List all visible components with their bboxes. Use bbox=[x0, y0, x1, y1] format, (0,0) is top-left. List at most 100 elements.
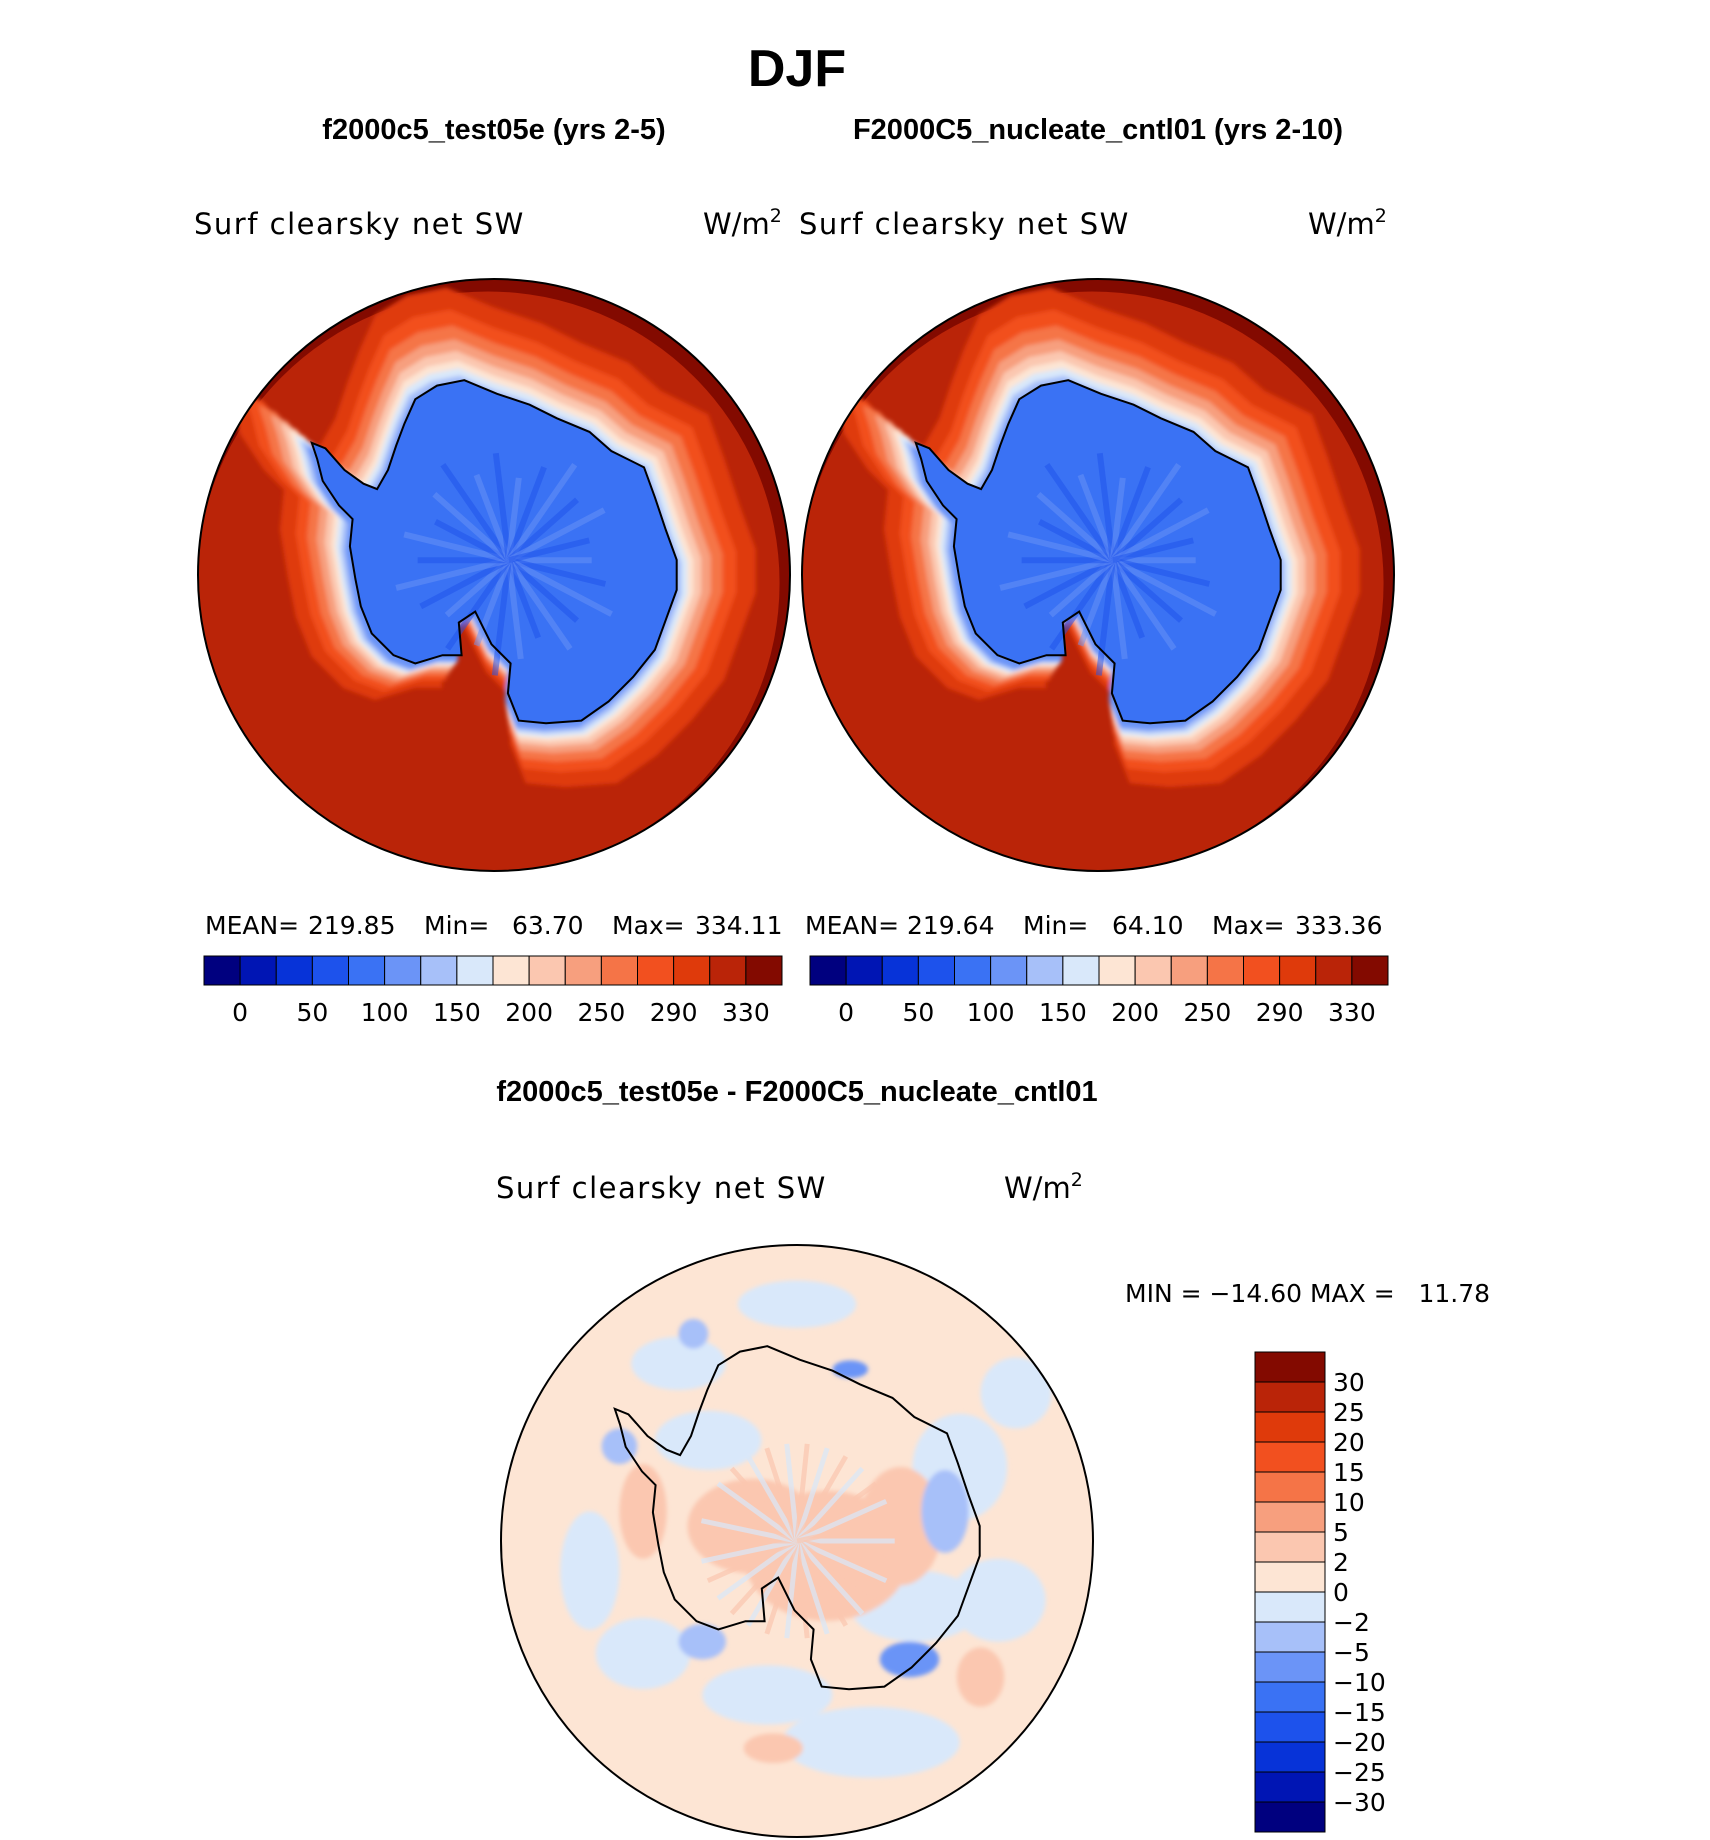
map-texture-streak-2 bbox=[1112, 557, 1211, 587]
diff-map-anomaly-patch bbox=[832, 1360, 869, 1379]
colorbar-swatch-1 bbox=[673, 955, 711, 986]
map-texture-streak-2 bbox=[1110, 558, 1177, 651]
colorbar-tick-label-1: 100 bbox=[361, 998, 409, 1027]
diff-colorbar-tick-label: 5 bbox=[1333, 1518, 1349, 1547]
map-texture-streak-2 bbox=[1036, 492, 1115, 563]
map-texture-streak-1 bbox=[505, 559, 524, 660]
diff-map-anomaly-patch bbox=[921, 1469, 969, 1553]
diff-map-streak bbox=[784, 1540, 800, 1639]
map-texture-streak-1 bbox=[473, 473, 512, 562]
colorbar-swatch-2 bbox=[809, 955, 847, 986]
diff-map-streak bbox=[794, 1443, 810, 1542]
diff-map-anomaly-patch bbox=[950, 1558, 1046, 1642]
diff-map-streak bbox=[795, 1481, 878, 1544]
panel-1-variable-label: Surf clearsky net SW bbox=[194, 207, 525, 241]
colorbar-swatch-2 bbox=[1098, 955, 1136, 986]
colorbar-tick-label-2: 330 bbox=[1328, 998, 1376, 1027]
main-title: DJF bbox=[748, 40, 846, 98]
diff-colorbar-swatch bbox=[1254, 1741, 1326, 1773]
colorbar-swatch-1 bbox=[456, 955, 494, 986]
diff-map-anomaly-patch bbox=[601, 1428, 638, 1465]
difference-units-exp: 2 bbox=[1071, 1169, 1083, 1191]
panel-1-max-label: Max= bbox=[612, 911, 685, 940]
diff-map-streak bbox=[795, 1539, 865, 1616]
map-texture-streak-1 bbox=[506, 497, 580, 563]
colorbar-swatch-2 bbox=[1062, 955, 1100, 986]
panel-1-units: W/m2 bbox=[703, 205, 782, 241]
map-texture-streak-2 bbox=[1109, 477, 1126, 561]
diff-map-streak bbox=[716, 1481, 799, 1544]
diff-map-anomaly-patch bbox=[702, 1665, 833, 1725]
colorbar-tick-label-1: 50 bbox=[296, 998, 328, 1027]
diff-colorbar-swatch bbox=[1254, 1441, 1326, 1473]
diff-map-anomaly-patch bbox=[879, 1641, 940, 1678]
colorbar-tick-label-2: 150 bbox=[1039, 998, 1087, 1027]
diff-map-streak bbox=[764, 1447, 800, 1542]
diff-colorbar-swatch bbox=[1254, 1591, 1326, 1623]
panel-1-units-exp: 2 bbox=[770, 205, 782, 227]
diff-colorbar-swatch bbox=[1254, 1711, 1326, 1743]
diff-map-streak bbox=[764, 1540, 800, 1635]
diff-map-streak bbox=[706, 1498, 799, 1544]
map-texture-streak-1 bbox=[432, 492, 511, 563]
panel-2-variable-label: Surf clearsky net SW bbox=[799, 207, 1130, 241]
map-texture-streak-1 bbox=[507, 507, 606, 563]
map-texture-streak-2 bbox=[1095, 559, 1116, 676]
diff-map-anomaly-patch bbox=[737, 1280, 857, 1328]
map-texture-streak-1 bbox=[505, 477, 522, 561]
map-texture-streak-1 bbox=[440, 463, 512, 562]
diff-colorbar-swatch bbox=[1254, 1471, 1326, 1503]
diff-map-anomaly-patch bbox=[631, 1336, 726, 1391]
diff-map-anomaly-patch bbox=[678, 1623, 726, 1660]
diff-colorbar-tick-label: −15 bbox=[1333, 1698, 1386, 1727]
diff-map-anomaly-patch bbox=[560, 1511, 620, 1630]
panel-1-case-title: f2000c5_test05e (yrs 2-5) bbox=[322, 114, 665, 146]
colorbar-swatch-2 bbox=[1243, 955, 1281, 986]
colorbar-swatch-2 bbox=[1279, 955, 1317, 986]
colorbar-tick-label-2: 50 bbox=[902, 998, 934, 1027]
colorbar-swatch-1 bbox=[203, 955, 241, 986]
diff-map-streak bbox=[795, 1498, 888, 1544]
diff-map-streak bbox=[795, 1466, 865, 1543]
diff-colorbar-swatch bbox=[1254, 1411, 1326, 1443]
panel-2-units: W/m2 bbox=[1308, 205, 1387, 241]
diff-map-anomaly-patch bbox=[595, 1617, 691, 1689]
map-texture-streak-1 bbox=[473, 559, 512, 647]
diff-map-anomaly-patch bbox=[678, 1319, 709, 1349]
colorbar-tick-label-2: 250 bbox=[1184, 998, 1232, 1027]
panel-2-max-label: Max= bbox=[1212, 911, 1285, 940]
panel-1-units-base: W/m bbox=[703, 207, 770, 241]
map-continent-texture-1 bbox=[395, 452, 613, 676]
colorbar-swatch-1 bbox=[348, 955, 386, 986]
diff-colorbar-swatch bbox=[1254, 1561, 1326, 1593]
map-texture-streak-2 bbox=[1023, 557, 1115, 610]
colorbar-swatch-1 bbox=[709, 955, 747, 986]
panel-2-map-border bbox=[801, 278, 1395, 872]
map-texture-streak-1 bbox=[505, 466, 547, 562]
panel-1-min-label: Min= bbox=[424, 911, 489, 940]
diff-colorbar-swatch bbox=[1254, 1651, 1326, 1683]
panel-1-mean-value: 219.85 bbox=[308, 911, 395, 940]
diff-map-streak bbox=[794, 1540, 830, 1635]
diff-colorbar-tick-label: −20 bbox=[1333, 1728, 1386, 1757]
colorbar-swatch-1 bbox=[275, 955, 313, 986]
map-texture-streak-2 bbox=[1077, 559, 1116, 647]
map-texture-streak-2 bbox=[1044, 463, 1116, 562]
diff-map-streak bbox=[796, 1538, 894, 1564]
map-coastline-2 bbox=[914, 379, 1282, 725]
map-texture-streak-2 bbox=[1007, 531, 1114, 564]
colorbar-tick-label-1: 150 bbox=[433, 998, 481, 1027]
diff-map-streak bbox=[794, 1539, 849, 1627]
diff-colorbar-swatch bbox=[1254, 1801, 1326, 1833]
panel-1-min-value: 63.70 bbox=[512, 911, 584, 940]
diff-colorbar-tick-label: −2 bbox=[1333, 1608, 1370, 1637]
panel-1-colorbar: 0 50 100 150 200 250 290 330 bbox=[203, 955, 783, 1027]
map-texture-streak-2 bbox=[1109, 559, 1145, 639]
diff-colorbar-swatch bbox=[1254, 1351, 1326, 1383]
difference-map bbox=[501, 1245, 1093, 1837]
colorbar-swatch-2 bbox=[917, 955, 955, 986]
diff-colorbar-swatch bbox=[1254, 1681, 1326, 1713]
map-texture-streak-1 bbox=[506, 557, 580, 623]
map-texture-streak-1 bbox=[445, 558, 512, 651]
